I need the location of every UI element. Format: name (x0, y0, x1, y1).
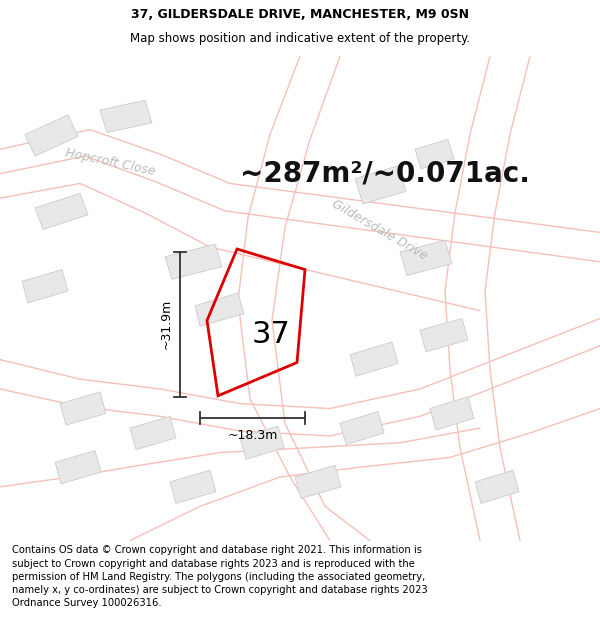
Polygon shape (130, 416, 176, 449)
Polygon shape (35, 193, 88, 229)
Polygon shape (25, 115, 78, 156)
Polygon shape (415, 139, 454, 169)
Polygon shape (195, 293, 244, 326)
Text: ~18.3m: ~18.3m (227, 429, 278, 442)
Polygon shape (350, 342, 398, 376)
Polygon shape (430, 397, 474, 430)
Text: Map shows position and indicative extent of the property.: Map shows position and indicative extent… (130, 32, 470, 45)
Text: 37: 37 (251, 319, 290, 349)
Polygon shape (165, 244, 222, 279)
Polygon shape (55, 451, 101, 484)
Polygon shape (340, 411, 384, 445)
Polygon shape (60, 392, 106, 425)
Polygon shape (420, 319, 468, 352)
Text: 37, GILDERSDALE DRIVE, MANCHESTER, M9 0SN: 37, GILDERSDALE DRIVE, MANCHESTER, M9 0S… (131, 8, 469, 21)
Polygon shape (475, 470, 519, 504)
Polygon shape (295, 465, 341, 499)
Text: Hopcroft Close: Hopcroft Close (64, 146, 156, 178)
Polygon shape (170, 470, 216, 504)
Text: Contains OS data © Crown copyright and database right 2021. This information is
: Contains OS data © Crown copyright and d… (12, 546, 428, 608)
Polygon shape (100, 100, 152, 132)
Text: Gildersdale Drive: Gildersdale Drive (330, 198, 430, 263)
Polygon shape (400, 240, 452, 276)
Text: ~31.9m: ~31.9m (160, 299, 173, 349)
Polygon shape (240, 426, 284, 459)
Text: ~287m²/~0.071ac.: ~287m²/~0.071ac. (240, 159, 530, 188)
Polygon shape (355, 166, 406, 204)
Polygon shape (22, 269, 68, 303)
